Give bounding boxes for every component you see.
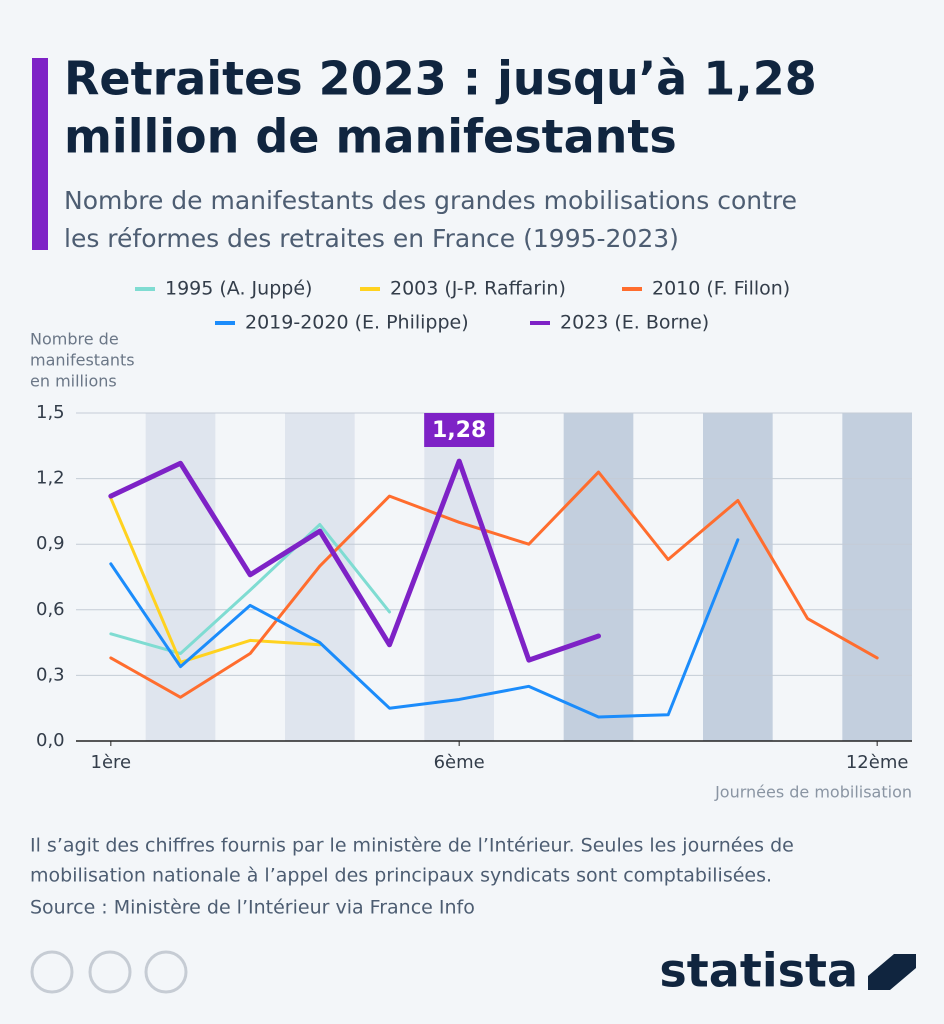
stripe	[285, 413, 355, 741]
footnote: mobilisation nationale à l’appel des pri…	[30, 865, 772, 887]
y-tick-label: 1,2	[36, 468, 65, 489]
y-tick-label: 0,3	[36, 664, 65, 685]
legend-label: 2023 (E. Borne)	[560, 312, 709, 334]
chart-title: million de manifestants	[64, 110, 677, 164]
legend-label: 1995 (A. Juppé)	[165, 278, 312, 300]
y-axis-label: en millions	[30, 372, 117, 391]
annotation-box	[424, 413, 495, 447]
legend-label: 2003 (J-P. Raffarin)	[390, 278, 566, 300]
title-accent	[32, 58, 48, 250]
series-line	[109, 496, 322, 664]
cc-icons	[30, 950, 188, 994]
source: Source : Ministère de l’Intérieur via Fr…	[30, 897, 475, 919]
y-axis-label: manifestants	[30, 351, 135, 370]
y-tick-label: 1,5	[36, 402, 65, 423]
x-tick-label: 12ème	[846, 752, 909, 773]
x-tick-label: 1ère	[91, 752, 132, 773]
y-axis-label: Nombre de	[30, 330, 119, 349]
stripe	[563, 413, 634, 741]
series-line	[109, 538, 740, 719]
legend-label: 2019-2020 (E. Philippe)	[245, 312, 469, 334]
chart-subtitle: Nombre de manifestants des grandes mobil…	[64, 186, 797, 215]
y-tick-label: 0,6	[36, 599, 65, 620]
series-line	[109, 470, 879, 699]
stripe	[842, 413, 912, 741]
series-line	[109, 523, 391, 656]
brand-logo	[868, 954, 916, 990]
chart-subtitle: les réformes des retraites en France (19…	[64, 224, 679, 253]
x-tick-label: 6ème	[434, 752, 485, 773]
series-line	[108, 458, 601, 663]
y-tick-label: 0,9	[36, 533, 65, 554]
annotation-label: 1,28	[432, 418, 486, 443]
stripe	[703, 413, 773, 741]
footnote: Il s’agit des chiffres fournis par le mi…	[30, 835, 794, 857]
brand: statista	[659, 944, 858, 998]
x-axis-label: Journées de mobilisation	[714, 783, 912, 802]
chart-title: Retraites 2023 : jusqu’à 1,28	[64, 52, 817, 106]
y-tick-label: 0,0	[36, 730, 65, 751]
legend-label: 2010 (F. Fillon)	[652, 278, 790, 300]
